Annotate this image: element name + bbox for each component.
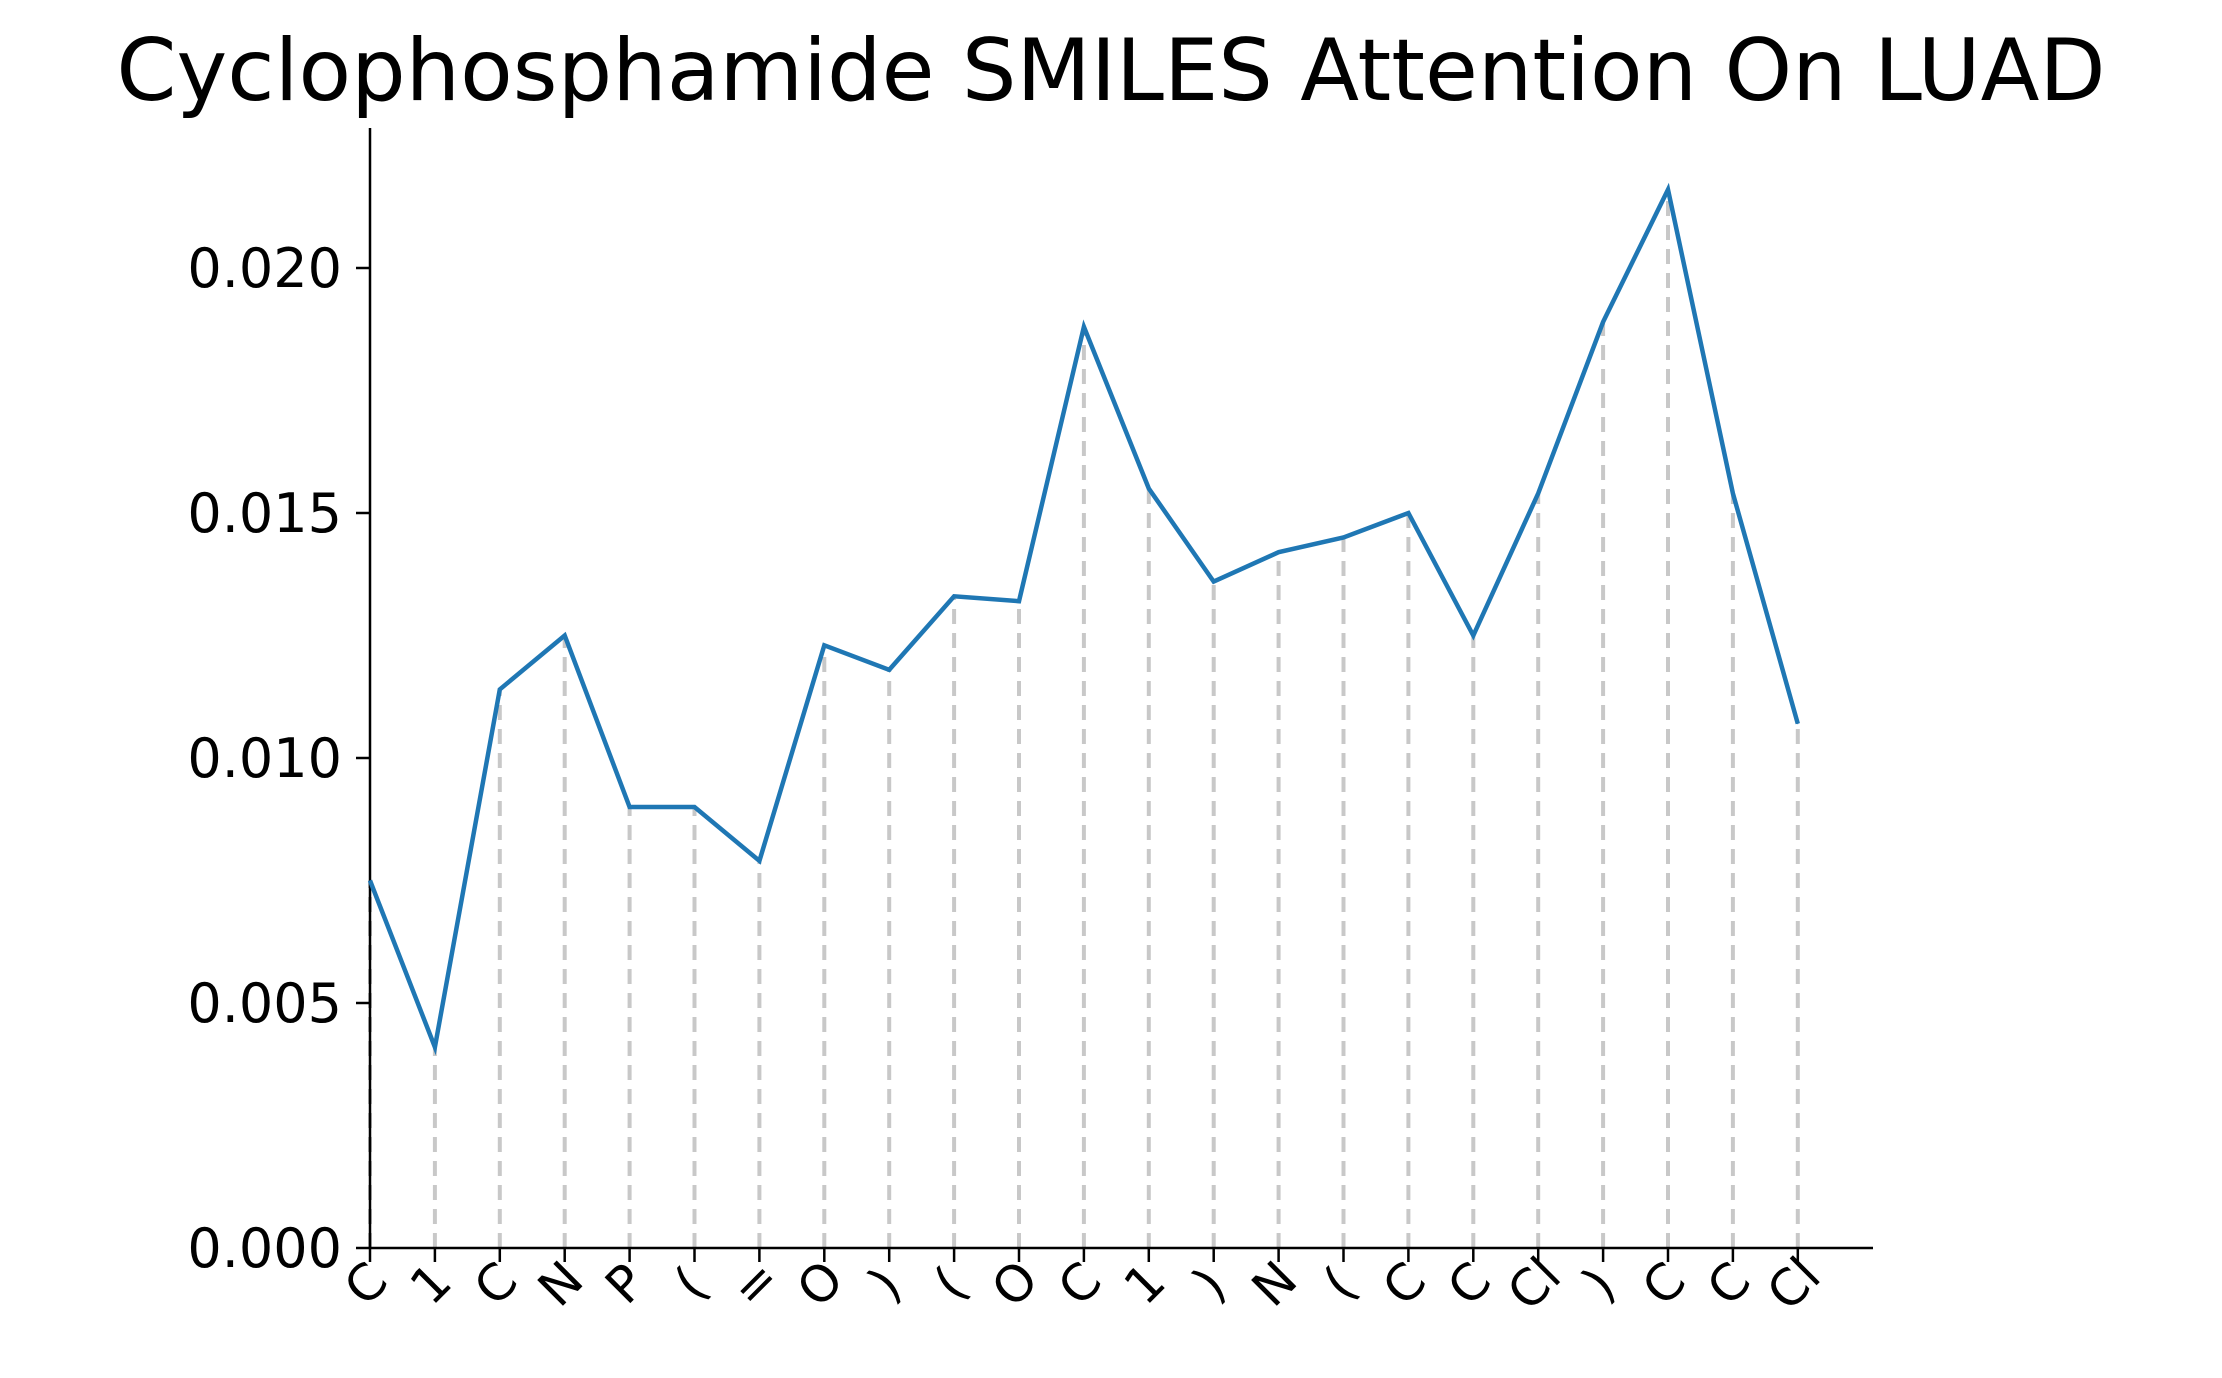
data-point <box>1278 551 1280 553</box>
x-tick-label: Cl <box>1756 1246 1832 1322</box>
data-point <box>1537 492 1539 494</box>
y-tick-label: 0.015 <box>187 482 342 545</box>
data-point <box>823 644 825 646</box>
y-tick-label: 0.005 <box>187 972 342 1035</box>
x-tick-label: C <box>333 1251 399 1317</box>
data-point <box>953 595 955 597</box>
x-tick-label: Cl <box>1496 1246 1572 1322</box>
data-point <box>1602 321 1604 323</box>
x-tick-label: N <box>1241 1250 1308 1317</box>
data-point <box>1797 723 1799 725</box>
data-point <box>1018 600 1020 602</box>
x-tick-label: 1 <box>1113 1252 1177 1316</box>
data-point <box>1083 326 1085 328</box>
x-tick-label: C <box>1696 1251 1762 1317</box>
vertical-guides <box>368 189 1800 1248</box>
y-ticks: 0.000 0.005 0.010 0.015 0.020 <box>187 237 370 1280</box>
x-tick-label: O <box>786 1250 855 1319</box>
y-tick-label: 0.010 <box>187 727 342 790</box>
x-tick-label: C <box>1436 1251 1502 1317</box>
series <box>367 182 1800 1056</box>
x-tick-label: 1 <box>399 1252 463 1316</box>
data-point <box>564 635 566 636</box>
data-point <box>758 860 760 862</box>
x-ticks: C 1 CN P(=O)(OC 1) N(C CCl) C CCl <box>333 1246 1831 1322</box>
x-tick-label: C <box>1372 1251 1438 1317</box>
x-tick-label: ) <box>858 1257 913 1312</box>
x-tick-label: ( <box>663 1257 718 1312</box>
data-point <box>629 806 631 808</box>
data-point <box>1667 189 1669 191</box>
data-point <box>369 880 371 881</box>
x-tick-label: ) <box>1572 1257 1627 1312</box>
chart-title: Cyclophosphamide SMILES Attention On LUA… <box>116 21 2105 121</box>
data-point <box>1732 492 1734 494</box>
data-point <box>1407 512 1409 514</box>
x-tick-label: C <box>463 1251 529 1317</box>
x-tick-label: O <box>981 1250 1050 1319</box>
data-point <box>499 688 501 690</box>
data-point <box>888 669 890 671</box>
data-point <box>1343 537 1344 538</box>
axes <box>368 128 1873 1250</box>
x-tick-label: C <box>1047 1251 1113 1317</box>
data-point <box>1213 581 1215 583</box>
x-tick-label: ( <box>1312 1257 1367 1312</box>
data-point <box>1472 635 1474 636</box>
x-tick-label: N <box>527 1250 594 1317</box>
y-tick-label: 0.000 <box>187 1217 342 1280</box>
y-tick-label: 0.020 <box>187 237 342 300</box>
data-point <box>694 806 695 808</box>
x-tick-label: = <box>720 1249 791 1320</box>
x-tick-label: ) <box>1182 1257 1237 1312</box>
x-tick-label: P <box>594 1253 656 1315</box>
x-tick-label: ( <box>923 1257 978 1312</box>
data-point <box>1148 488 1150 489</box>
data-point <box>434 1046 436 1048</box>
x-tick-label: C <box>1631 1251 1697 1317</box>
